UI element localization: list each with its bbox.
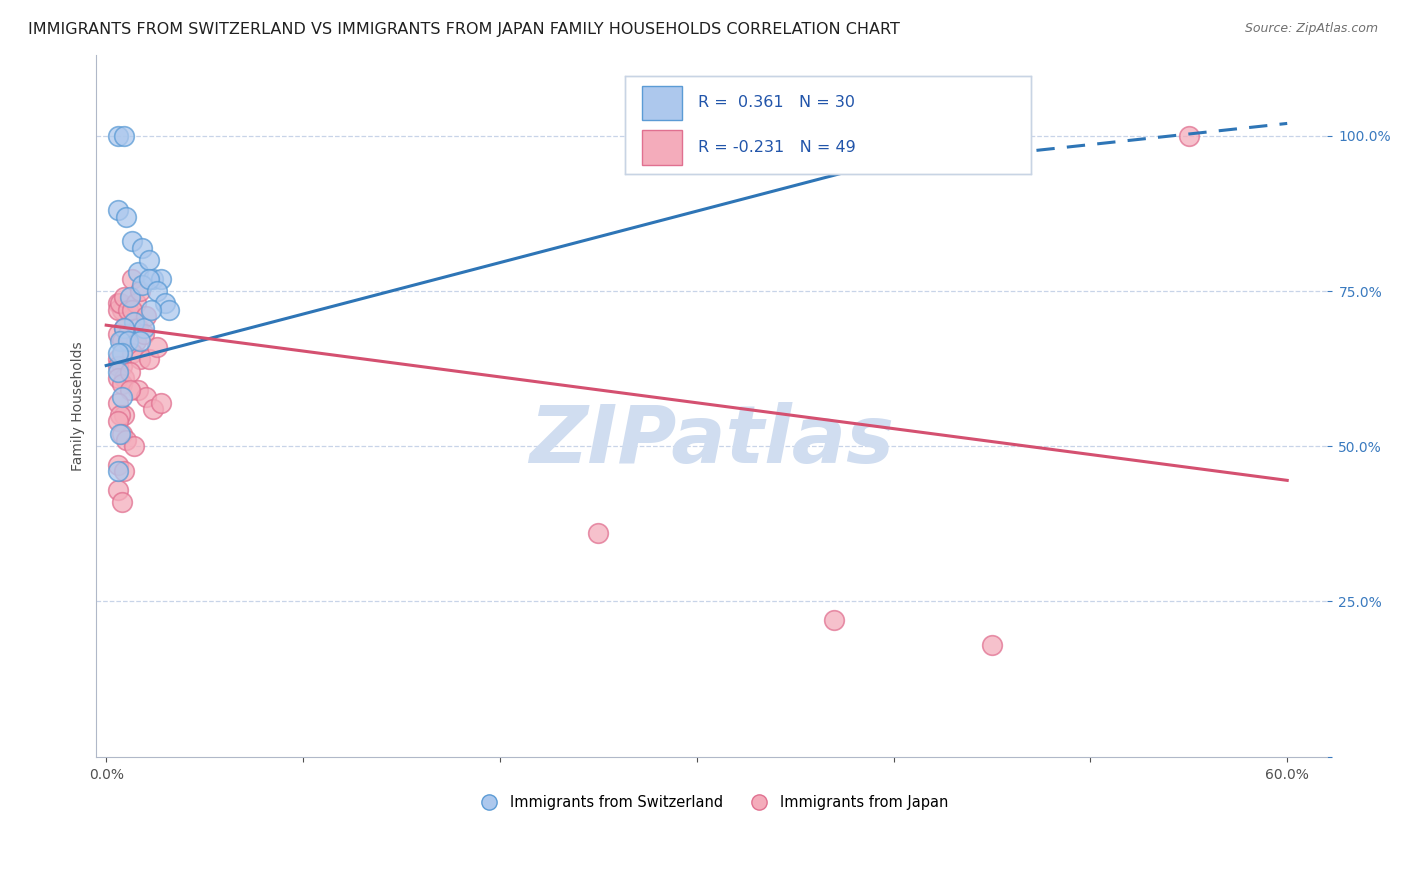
Point — [112, 464, 135, 478]
Point — [111, 334, 134, 348]
Point — [112, 408, 135, 422]
Point — [122, 315, 145, 329]
Point — [138, 252, 160, 267]
Point — [824, 613, 846, 627]
Point — [107, 302, 129, 317]
Point — [128, 352, 150, 367]
Point — [108, 426, 131, 441]
Point — [107, 352, 129, 367]
Point — [111, 377, 134, 392]
Point — [117, 334, 139, 348]
Point — [107, 483, 129, 497]
Point — [150, 396, 173, 410]
Point — [118, 365, 141, 379]
Point — [785, 128, 807, 143]
Text: ZIPatlas: ZIPatlas — [529, 402, 894, 480]
Point — [142, 401, 165, 416]
Point — [138, 271, 160, 285]
Point — [112, 321, 135, 335]
Point — [108, 408, 131, 422]
Point — [107, 464, 129, 478]
Point — [107, 396, 129, 410]
Point — [127, 321, 149, 335]
Point — [108, 296, 131, 310]
Point — [111, 495, 134, 509]
Point — [122, 439, 145, 453]
Point — [107, 203, 129, 218]
Point — [128, 284, 150, 298]
Point — [111, 426, 134, 441]
Point — [150, 271, 173, 285]
Point — [118, 384, 141, 398]
Point — [1178, 128, 1201, 143]
Point — [107, 346, 129, 360]
Point — [112, 128, 135, 143]
Point — [125, 296, 148, 310]
Point — [107, 359, 129, 373]
Point — [107, 327, 129, 342]
Point — [146, 340, 169, 354]
Point — [127, 265, 149, 279]
Point — [125, 334, 148, 348]
Point — [141, 302, 163, 317]
Point — [138, 352, 160, 367]
Point — [588, 526, 610, 541]
Point — [107, 296, 129, 310]
Point — [131, 277, 153, 292]
Point — [108, 334, 131, 348]
Legend: Immigrants from Switzerland, Immigrants from Japan: Immigrants from Switzerland, Immigrants … — [470, 789, 955, 816]
Point — [981, 638, 1004, 652]
Point — [118, 290, 141, 304]
Point — [107, 414, 129, 428]
Point — [117, 327, 139, 342]
Point — [107, 365, 129, 379]
Point — [112, 290, 135, 304]
Point — [132, 321, 155, 335]
Point — [111, 359, 134, 373]
Point — [128, 334, 150, 348]
Y-axis label: Family Households: Family Households — [72, 341, 86, 471]
Point — [121, 302, 143, 317]
Point — [155, 296, 177, 310]
Point — [111, 302, 134, 317]
Point — [157, 302, 180, 317]
Point — [142, 271, 165, 285]
Point — [135, 309, 157, 323]
Point — [121, 235, 143, 249]
Point — [135, 390, 157, 404]
Point — [107, 458, 129, 472]
Point — [107, 371, 129, 385]
Text: Source: ZipAtlas.com: Source: ZipAtlas.com — [1244, 22, 1378, 36]
Point — [131, 241, 153, 255]
Text: IMMIGRANTS FROM SWITZERLAND VS IMMIGRANTS FROM JAPAN FAMILY HOUSEHOLDS CORRELATI: IMMIGRANTS FROM SWITZERLAND VS IMMIGRANT… — [28, 22, 900, 37]
Point — [111, 346, 134, 360]
Point — [115, 210, 138, 224]
Point — [112, 371, 135, 385]
Point — [121, 271, 143, 285]
Point — [111, 390, 134, 404]
Point — [132, 327, 155, 342]
Point — [117, 302, 139, 317]
Point — [146, 284, 169, 298]
Point — [127, 384, 149, 398]
Point — [107, 128, 129, 143]
Point — [112, 321, 135, 335]
Point — [121, 346, 143, 360]
Point — [115, 433, 138, 447]
